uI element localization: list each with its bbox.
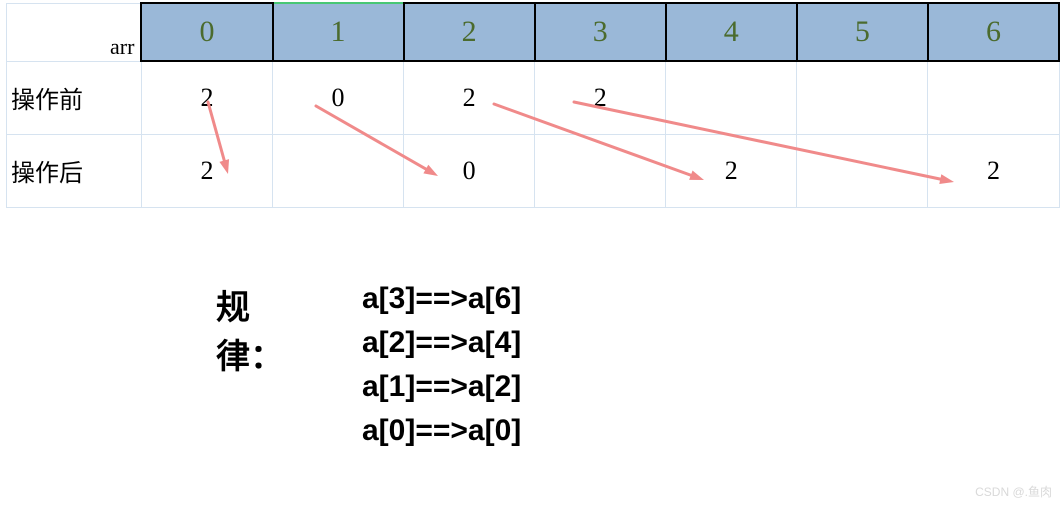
row-label-1: 操作后: [7, 134, 142, 207]
index-header-2: 2: [404, 3, 535, 61]
cell-r1-c4: 2: [666, 134, 797, 207]
rules-title: 规律：: [216, 280, 284, 378]
cell-r1-c0: 2: [141, 134, 272, 207]
cell-r0-c3: 2: [535, 61, 666, 134]
cell-r0-c6: [928, 61, 1059, 134]
rule-line-3: a[0]==>a[0]: [362, 414, 521, 448]
watermark: CSDN @.鱼肉: [975, 483, 1052, 500]
diagram-canvas: arr0123456操作前2022操作后2022 规律：a[3]==>a[6]a…: [0, 0, 1060, 506]
rule-line-2: a[1]==>a[2]: [362, 370, 521, 404]
cell-r0-c0: 2: [141, 61, 272, 134]
rule-line-1: a[2]==>a[4]: [362, 326, 521, 360]
cell-r1-c5: [797, 134, 928, 207]
index-header-4: 4: [666, 3, 797, 61]
cell-r1-c6: 2: [928, 134, 1059, 207]
index-header-1: 1: [273, 3, 404, 61]
array-table: arr0123456操作前2022操作后2022: [6, 2, 1060, 208]
cell-r0-c5: [797, 61, 928, 134]
index-header-6: 6: [928, 3, 1059, 61]
cell-r1-c1: [273, 134, 404, 207]
cell-r0-c4: [666, 61, 797, 134]
cell-r1-c3: [535, 134, 666, 207]
cell-r1-c2: 0: [404, 134, 535, 207]
rule-line-0: a[3]==>a[6]: [362, 282, 521, 316]
cell-r0-c2: 2: [404, 61, 535, 134]
index-header-0: 0: [141, 3, 272, 61]
cell-r0-c1: 0: [273, 61, 404, 134]
arr-label-cell: arr: [7, 3, 142, 61]
row-label-0: 操作前: [7, 61, 142, 134]
index-header-3: 3: [535, 3, 666, 61]
index-header-5: 5: [797, 3, 928, 61]
